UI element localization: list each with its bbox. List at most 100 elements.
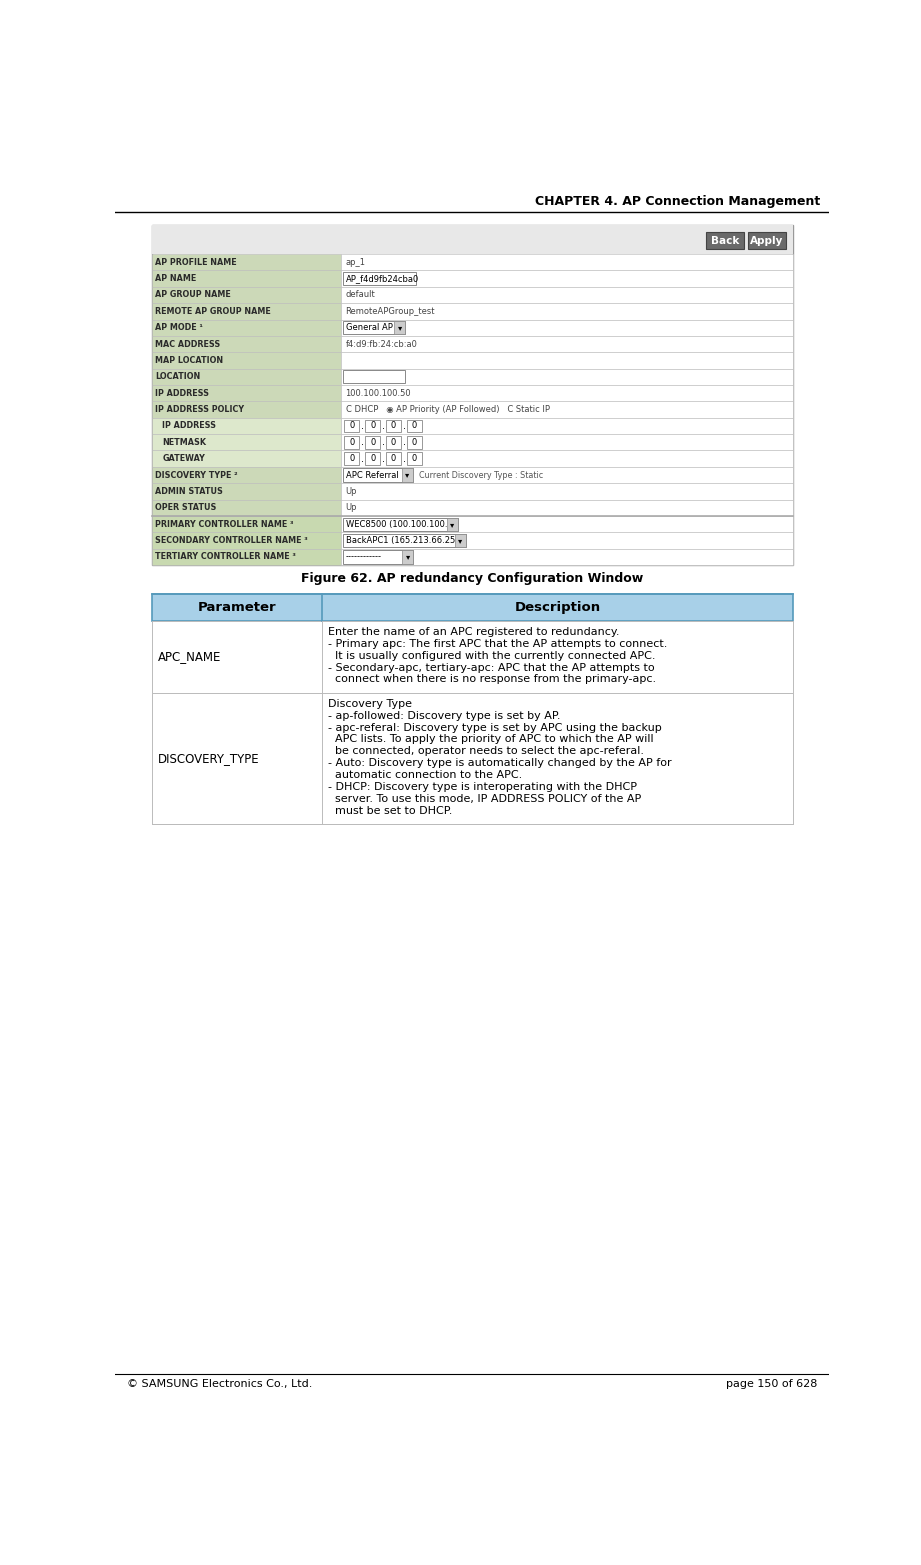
Text: 0: 0 [412, 438, 417, 446]
Bar [341, 319, 793, 336]
Bar [152, 516, 341, 532]
Bar [341, 516, 793, 532]
Bar [386, 419, 402, 432]
Bar [407, 437, 422, 449]
Bar [341, 484, 793, 499]
Bar [748, 233, 786, 249]
Bar [341, 532, 793, 549]
Text: OPER STATUS: OPER STATUS [156, 504, 216, 512]
Bar [341, 304, 793, 319]
Bar [341, 418, 793, 434]
Text: ▾: ▾ [405, 552, 410, 562]
Text: Description: Description [514, 601, 600, 613]
Bar [152, 466, 341, 484]
Text: - ap-followed: Discovery type is set by AP.: - ap-followed: Discovery type is set by … [328, 711, 560, 720]
Bar [706, 233, 743, 249]
Bar [341, 369, 793, 385]
Bar [152, 401, 341, 418]
Text: .: . [361, 421, 364, 430]
Bar [407, 419, 422, 432]
Bar [341, 254, 793, 271]
Bar [344, 321, 405, 335]
Bar [386, 437, 402, 449]
Bar [152, 304, 341, 319]
Text: 0: 0 [349, 454, 355, 463]
Text: server. To use this mode, IP ADDRESS POLICY of the AP: server. To use this mode, IP ADDRESS POL… [328, 793, 641, 804]
Text: 100.100.100.50: 100.100.100.50 [345, 388, 411, 398]
Bar [341, 466, 793, 484]
Text: 0: 0 [349, 438, 355, 446]
Bar [152, 319, 341, 336]
Bar [341, 499, 793, 516]
Text: ▾: ▾ [405, 471, 410, 479]
Text: 0: 0 [391, 421, 396, 430]
Bar [152, 352, 341, 369]
Text: WEC8500 (100.100.100.1): WEC8500 (100.100.100.1) [345, 520, 456, 529]
Text: 0: 0 [412, 421, 417, 430]
Text: © SAMSUNG Electronics Co., Ltd.: © SAMSUNG Electronics Co., Ltd. [127, 1379, 312, 1388]
Text: DISCOVERY_TYPE: DISCOVERY_TYPE [157, 751, 260, 765]
Text: 0: 0 [412, 454, 417, 463]
Bar [152, 451, 341, 466]
Text: IP ADDRESS: IP ADDRESS [156, 388, 209, 398]
Text: .: . [382, 437, 385, 448]
Text: PRIMARY CONTROLLER NAME ³: PRIMARY CONTROLLER NAME ³ [156, 520, 294, 529]
Bar [341, 352, 793, 369]
Text: TERTIARY CONTROLLER NAME ³: TERTIARY CONTROLLER NAME ³ [156, 552, 297, 562]
Text: .: . [402, 437, 406, 448]
Text: be connected, operator needs to select the apc-referal.: be connected, operator needs to select t… [328, 747, 644, 756]
Bar [344, 534, 466, 548]
Text: ▾: ▾ [398, 324, 402, 332]
Text: ADMIN STATUS: ADMIN STATUS [156, 487, 223, 496]
Bar [152, 254, 341, 271]
Bar [341, 286, 793, 304]
Bar [365, 437, 380, 449]
Bar [152, 621, 793, 693]
Text: .: . [402, 421, 406, 430]
Text: IP ADDRESS: IP ADDRESS [162, 421, 216, 430]
Text: must be set to DHCP.: must be set to DHCP. [328, 806, 452, 815]
Bar [394, 321, 405, 335]
Text: AP NAME: AP NAME [156, 274, 197, 283]
Text: .: . [382, 454, 385, 463]
Bar [365, 452, 380, 465]
Bar [344, 419, 359, 432]
Bar [341, 451, 793, 466]
Text: SECONDARY CONTROLLER NAME ³: SECONDARY CONTROLLER NAME ³ [156, 537, 309, 545]
Text: default: default [345, 291, 375, 299]
Text: - Secondary-apc, tertiary-apc: APC that the AP attempts to: - Secondary-apc, tertiary-apc: APC that … [328, 662, 655, 673]
Text: Figure 62. AP redundancy Configuration Window: Figure 62. AP redundancy Configuration W… [301, 573, 644, 585]
Text: 0: 0 [391, 454, 396, 463]
Text: C DHCP   ◉ AP Priority (AP Followed)   C Static IP: C DHCP ◉ AP Priority (AP Followed) C Sta… [345, 405, 550, 415]
Text: REMOTE AP GROUP NAME: REMOTE AP GROUP NAME [156, 307, 271, 316]
Bar [152, 336, 341, 352]
Text: automatic connection to the APC.: automatic connection to the APC. [328, 770, 522, 781]
Text: Up: Up [345, 504, 357, 512]
Bar [152, 369, 341, 385]
Text: NETMASK: NETMASK [162, 438, 206, 446]
Bar [344, 468, 413, 482]
Text: ap_1: ap_1 [345, 258, 366, 266]
Text: MAP LOCATION: MAP LOCATION [156, 355, 224, 365]
Bar [152, 385, 341, 401]
Bar [365, 419, 380, 432]
Bar [402, 468, 413, 482]
Text: .: . [361, 437, 364, 448]
Bar [152, 595, 793, 621]
Text: .: . [382, 421, 385, 430]
Text: - Primary apc: The first APC that the AP attempts to connect.: - Primary apc: The first APC that the AP… [328, 639, 667, 648]
Text: Up: Up [345, 487, 357, 496]
Text: IP ADDRESS POLICY: IP ADDRESS POLICY [156, 405, 245, 415]
Bar [341, 434, 793, 451]
Bar [455, 534, 466, 548]
Text: Parameter: Parameter [197, 601, 276, 613]
Text: AP PROFILE NAME: AP PROFILE NAME [156, 258, 237, 266]
Text: Discovery Type: Discovery Type [328, 698, 412, 709]
Bar [152, 271, 341, 286]
Bar [341, 385, 793, 401]
Text: CHAPTER 4. AP Connection Management: CHAPTER 4. AP Connection Management [535, 196, 821, 208]
Bar [341, 401, 793, 418]
Text: BackAPC1 (165.213.66.252): BackAPC1 (165.213.66.252) [345, 537, 463, 545]
Bar [447, 518, 458, 531]
Bar [341, 549, 793, 565]
